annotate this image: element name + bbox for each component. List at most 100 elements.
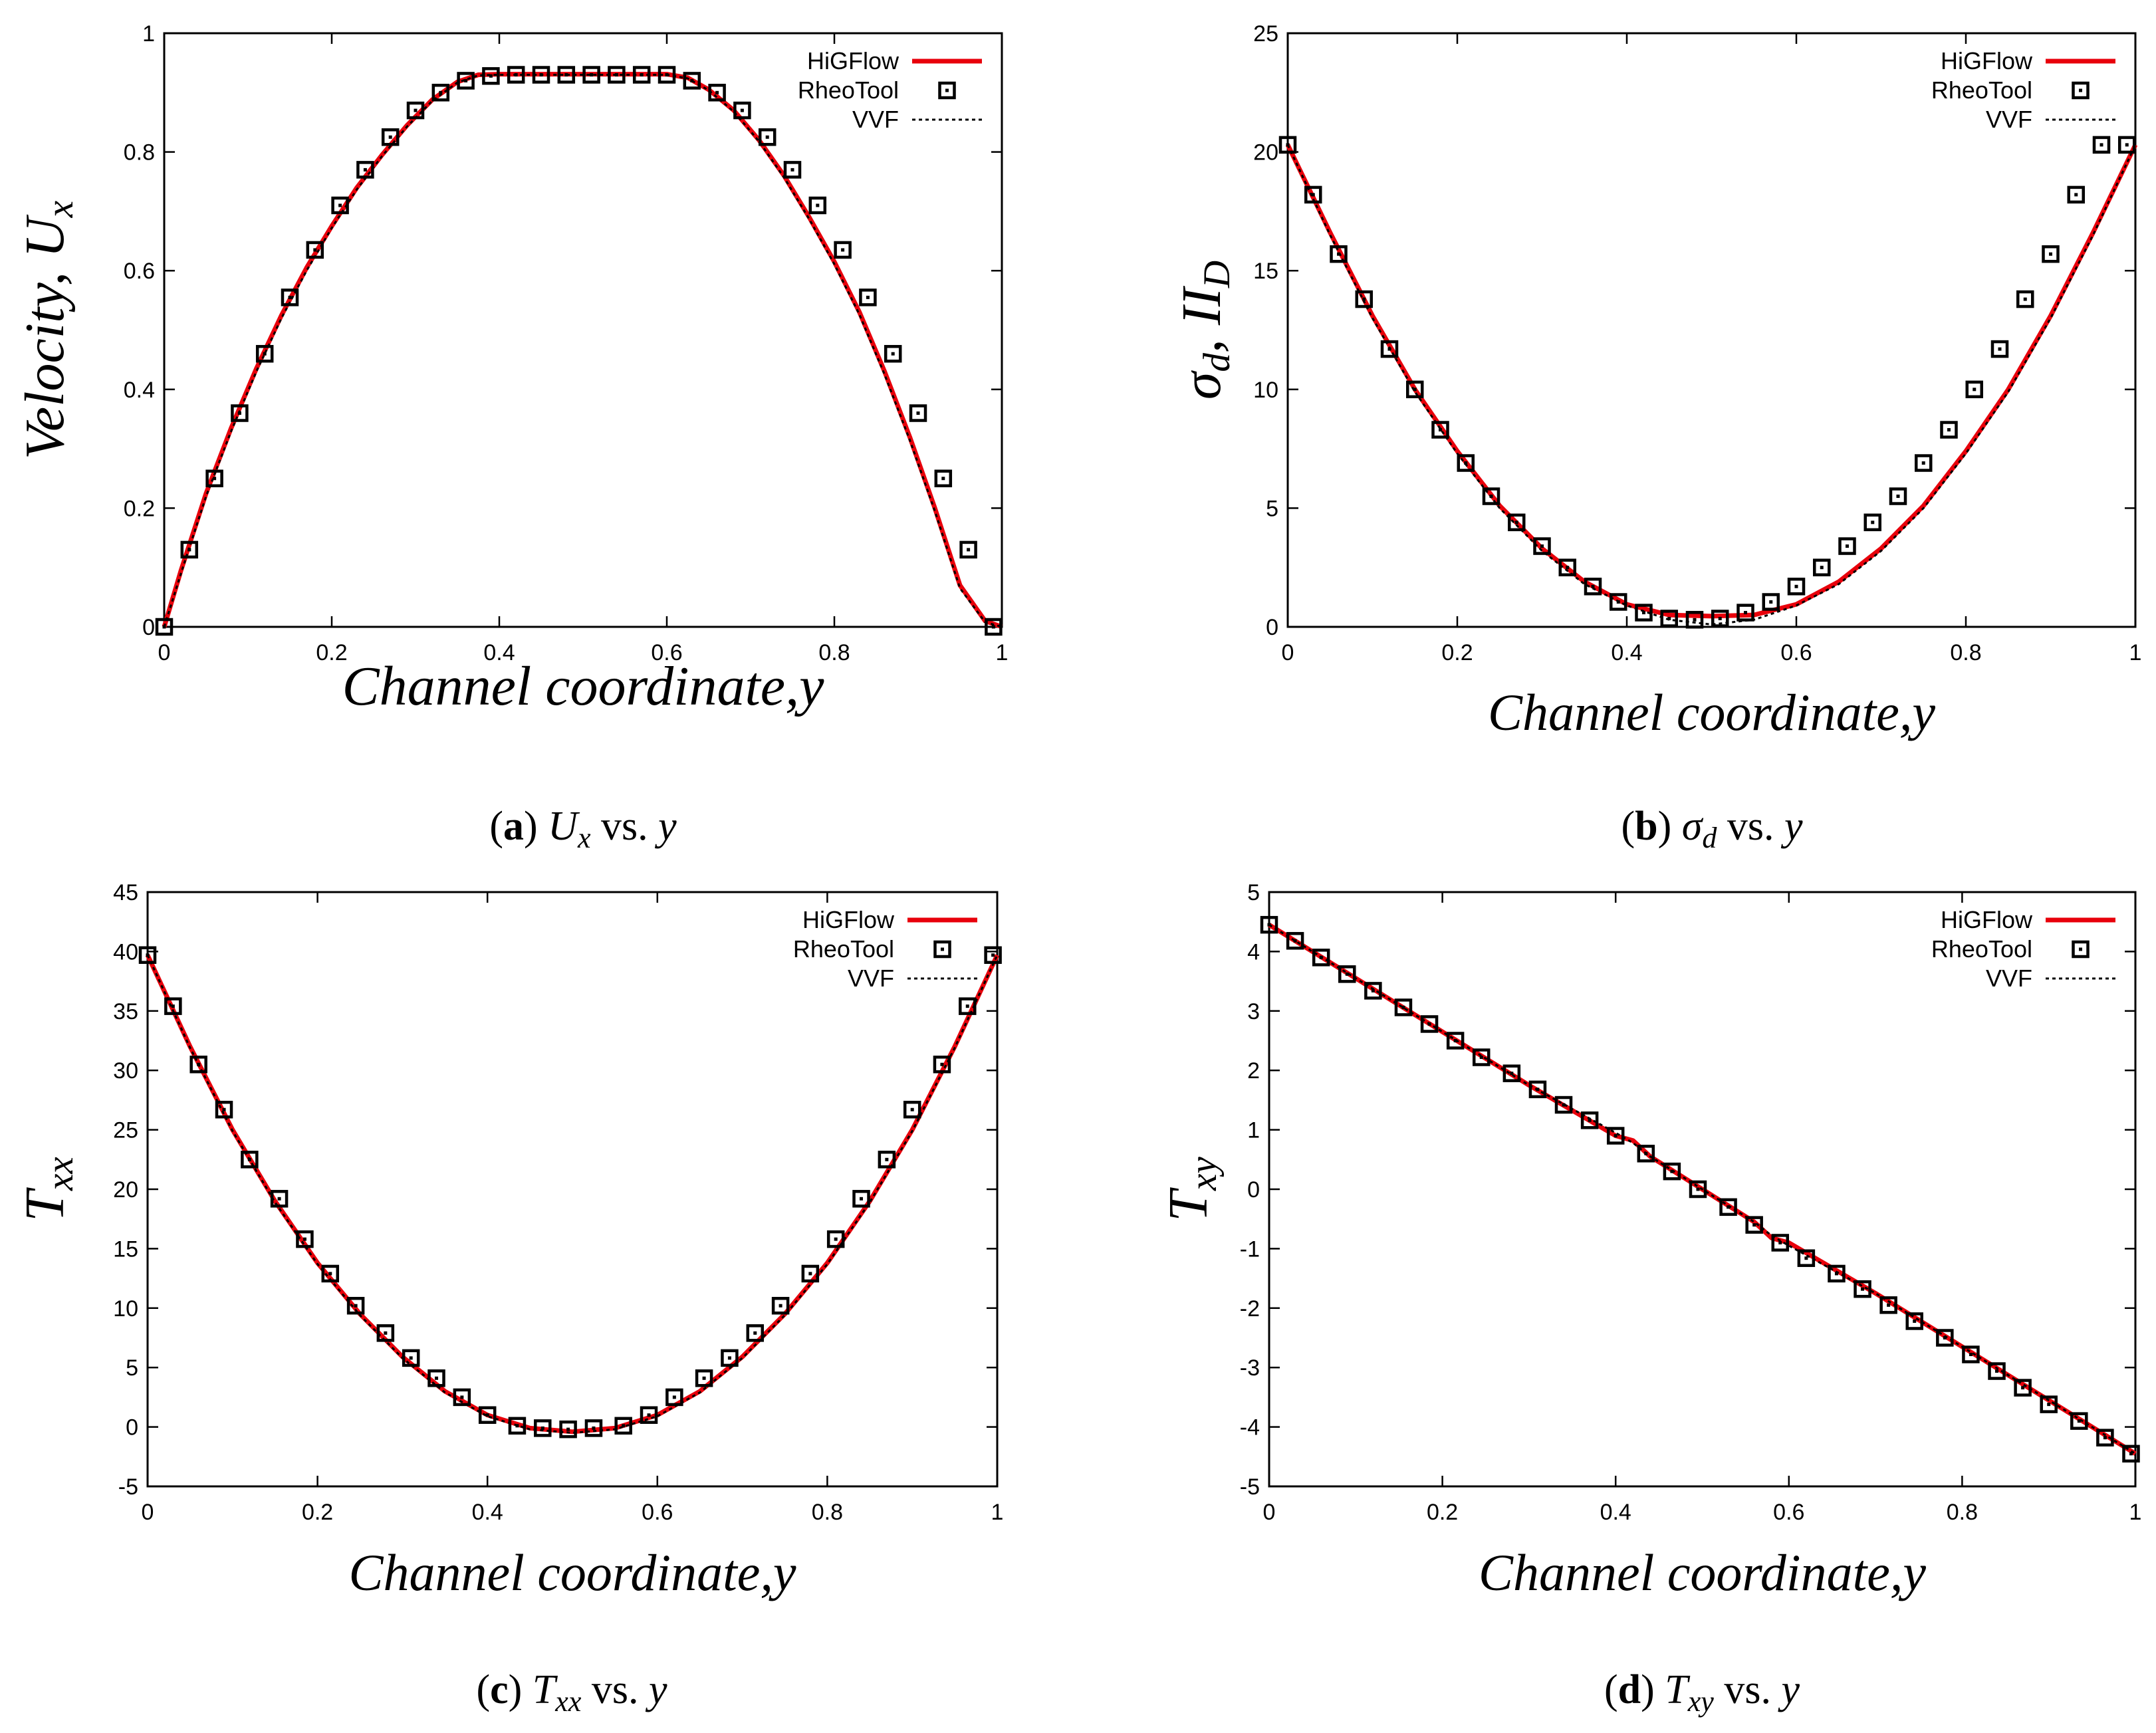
rheotool-point — [1828, 1264, 1846, 1283]
rheotool-point — [1685, 611, 1704, 629]
rheotool-point — [2122, 1444, 2140, 1463]
rheotool-point — [1940, 421, 1958, 439]
y-tick-label: 10 — [113, 1296, 138, 1322]
rheotool-point — [1330, 245, 1348, 263]
rheotool-point — [2118, 136, 2136, 154]
rheotool-point — [1771, 1234, 1790, 1252]
rheotool-point — [1380, 340, 1399, 358]
legend-entry-label: HiGFlow — [802, 906, 895, 933]
y-axis-title: Txx — [14, 1157, 81, 1221]
x-tick-label: 0.2 — [316, 640, 347, 665]
x-tick-label: 0.2 — [1427, 1500, 1458, 1525]
y-tick-label: 45 — [113, 880, 138, 905]
y-tick-label: 0 — [1247, 1177, 1260, 1203]
rheotool-point — [1260, 915, 1278, 934]
caption-var: T — [533, 1667, 558, 1712]
y-tick-label: -5 — [118, 1474, 138, 1500]
y-tick-label: -4 — [1240, 1415, 1260, 1441]
rheotool-point — [808, 196, 827, 215]
rheotool-point — [457, 72, 475, 90]
x-tick-label: 0.6 — [1780, 640, 1812, 665]
rheotool-point — [933, 1056, 951, 1074]
rheotool-point — [281, 289, 299, 306]
x-tick-label: 0.8 — [812, 1500, 843, 1525]
rheotool-point — [356, 161, 374, 179]
rheotool-point — [878, 1151, 896, 1169]
caption-y: y — [654, 804, 677, 849]
rheotool-point — [231, 404, 249, 422]
x-axis-title: Channel coordinate,y — [1488, 683, 1935, 741]
rheotool-point — [2042, 245, 2060, 263]
legend-entry-label: RheoTool — [798, 76, 899, 104]
y-tick-label: 0.4 — [124, 378, 155, 403]
legend-entry-label: VVF — [1986, 106, 2032, 133]
y-tick-label: 5 — [1266, 496, 1278, 521]
rheotool-point — [270, 1190, 289, 1208]
rheotool-point — [1637, 1145, 1655, 1163]
y-tick-label: 0 — [1266, 615, 1278, 640]
rheotool-point — [1863, 513, 1881, 532]
rheotool-point — [1965, 380, 1983, 399]
panel-caption: (b) σd vs. y — [1621, 804, 1803, 854]
x-axis-title: Channel coordinate,y — [1479, 1544, 1926, 1601]
rheotool-point — [658, 66, 676, 84]
legend-entry-label: VVF — [848, 965, 894, 992]
rheotool-point — [1660, 610, 1678, 628]
x-tick-label: 0 — [142, 1500, 154, 1525]
x-tick-label: 0.8 — [1950, 640, 1981, 665]
rheotool-point — [331, 196, 349, 215]
y-tick-label: 5 — [126, 1355, 138, 1381]
rheotool-point — [346, 1296, 365, 1315]
rheotool-point — [241, 1151, 259, 1169]
rheotool-point — [771, 1296, 790, 1315]
y-axis-title: Txy — [1157, 1157, 1225, 1222]
legend-rheotool-swatch — [938, 81, 956, 100]
caption-y: y — [1777, 1667, 1800, 1712]
y-tick-label: 20 — [113, 1177, 138, 1203]
rheotool-point — [884, 344, 902, 363]
rheotool-point — [984, 946, 1002, 965]
x-tick-label: 0.2 — [1441, 640, 1473, 665]
x-tick-label: 0.4 — [1611, 640, 1642, 665]
caption-letter: a — [503, 804, 524, 849]
y-tick-label: 2 — [1247, 1058, 1260, 1084]
caption-letter: b — [1635, 804, 1657, 849]
rheotool-point — [1889, 487, 1907, 505]
x-tick-label: 0 — [1282, 640, 1294, 665]
y-tick-label: 15 — [1253, 259, 1278, 284]
y-tick-label: 4 — [1247, 939, 1260, 965]
caption-var-sub: xx — [554, 1685, 582, 1718]
series-vvf-line — [1268, 923, 2136, 1455]
x-tick-label: 0.6 — [651, 640, 682, 665]
series-vvf-line — [1286, 144, 2137, 626]
y-tick-label: 0.6 — [124, 259, 155, 284]
y-axis-title-sub: d — [1196, 353, 1238, 372]
caption-y: y — [1780, 804, 1803, 849]
rheotool-point — [1431, 421, 1449, 439]
x-axis-title: Channel coordinate,y — [342, 655, 824, 717]
rheotool-point — [205, 469, 223, 487]
rheotool-point — [985, 618, 1003, 636]
rheotool-point — [376, 1324, 395, 1342]
caption-letter: d — [1618, 1667, 1641, 1712]
legend-entry-label: HiGFlow — [807, 47, 899, 74]
rheotool-point — [1482, 487, 1500, 505]
y-tick-label: -1 — [1240, 1236, 1260, 1262]
x-tick-label: 1 — [2129, 640, 2142, 665]
rheotool-point — [582, 66, 600, 84]
rheotool-point — [2092, 136, 2111, 154]
x-tick-label: 0.8 — [818, 640, 850, 665]
rheotool-point — [1584, 578, 1602, 596]
rheotool-point — [834, 241, 852, 259]
rheotool-point — [1355, 290, 1373, 308]
caption-var-sub: d — [1702, 822, 1717, 854]
y-tick-label: 15 — [113, 1236, 138, 1262]
x-tick-label: 0.4 — [1600, 1500, 1631, 1525]
rheotool-point — [1502, 1064, 1521, 1082]
rheotool-point — [482, 67, 500, 85]
y-tick-label: 30 — [113, 1058, 138, 1084]
rheotool-point — [614, 1417, 632, 1435]
legend-entry-label: HiGFlow — [1941, 906, 2033, 933]
